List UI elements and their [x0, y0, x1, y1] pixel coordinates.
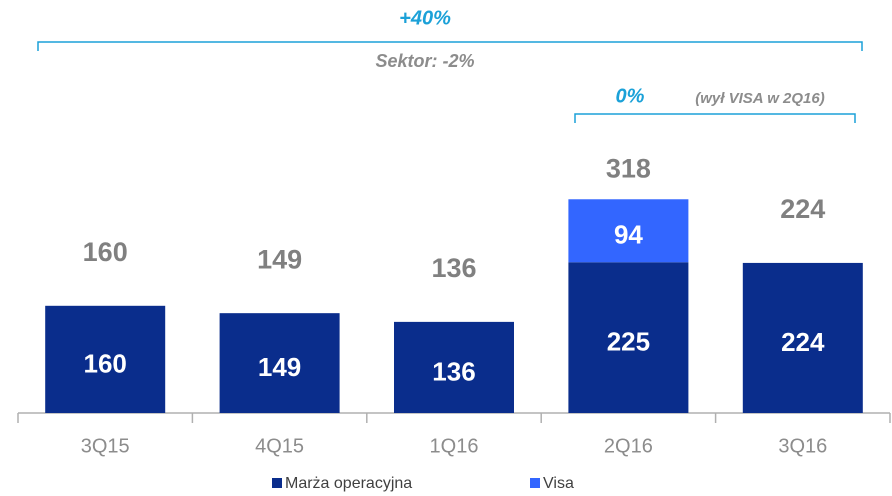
- data-label: 225: [607, 327, 650, 357]
- data-label: 160: [84, 348, 127, 378]
- legend-label: Visa: [543, 475, 574, 492]
- bar-segment: [742, 262, 863, 413]
- note-label: (wył VISA w 2Q16): [695, 90, 825, 107]
- data-label: 94: [614, 220, 643, 250]
- x-tick-label: 2Q16: [604, 435, 653, 457]
- bracket-line: [37, 41, 863, 51]
- x-tick-label: 4Q15: [255, 435, 304, 457]
- bracket-all: [37, 41, 863, 123]
- data-label: 149: [258, 352, 301, 382]
- bar-segment: [219, 313, 340, 413]
- legend-swatch: [272, 478, 282, 488]
- sector-label: Sektor: -2%: [375, 51, 474, 71]
- bar-segment: [394, 321, 514, 413]
- total-label: 160: [83, 237, 128, 267]
- growth-ex-visa-label: 0%: [616, 85, 645, 107]
- total-label: 149: [257, 244, 302, 274]
- bar-segment: [568, 199, 689, 263]
- total-label: 136: [431, 253, 476, 283]
- bar-segment: [45, 305, 166, 413]
- legend-label: Marża operacyjna: [285, 475, 412, 492]
- x-tick-label: 3Q16: [778, 435, 827, 457]
- x-tick-label: 1Q16: [430, 435, 479, 457]
- bar-segment: [568, 262, 689, 413]
- total-label: 318: [606, 153, 651, 183]
- bracket-line: [574, 113, 856, 123]
- legend-swatch: [530, 478, 540, 488]
- total-label: 224: [780, 194, 825, 224]
- x-tick-label: 3Q15: [81, 435, 130, 457]
- growth-label: +40%: [399, 7, 451, 29]
- data-label: 224: [781, 327, 825, 357]
- data-label: 136: [432, 356, 475, 386]
